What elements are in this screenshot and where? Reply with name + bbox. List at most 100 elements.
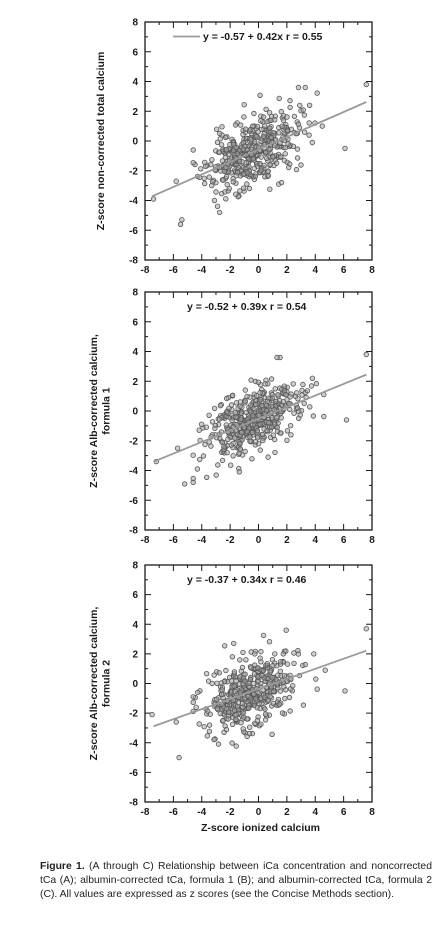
data-point xyxy=(294,155,301,161)
data-point xyxy=(255,689,261,696)
data-point xyxy=(270,662,276,669)
y-tick-label: 2 xyxy=(132,107,138,118)
data-point xyxy=(216,670,222,676)
data-point xyxy=(223,395,230,402)
data-point xyxy=(278,108,284,115)
caption-text: (A through C) Relationship between iCa c… xyxy=(40,861,432,901)
data-point xyxy=(283,627,289,633)
data-point xyxy=(276,701,283,708)
data-point xyxy=(223,173,230,180)
y-tick-label: 0 xyxy=(132,679,138,690)
data-point xyxy=(252,696,259,702)
x-tick-label: 2 xyxy=(284,265,290,276)
data-point xyxy=(247,126,254,133)
data-point xyxy=(267,125,273,131)
data-point xyxy=(250,156,256,162)
data-point xyxy=(260,133,267,140)
data-point xyxy=(218,142,225,148)
data-point xyxy=(202,441,208,448)
data-point xyxy=(240,726,246,732)
data-point xyxy=(223,196,229,202)
data-point xyxy=(287,97,293,104)
data-point xyxy=(280,117,287,124)
data-point xyxy=(300,107,306,113)
y-tick-label: 6 xyxy=(132,317,138,328)
data-point xyxy=(272,386,278,392)
data-point xyxy=(269,675,276,681)
data-point xyxy=(252,651,258,657)
data-point xyxy=(275,672,281,678)
data-point xyxy=(226,151,232,157)
regression-line xyxy=(153,649,367,728)
x-tick-label: -4 xyxy=(197,807,206,818)
data-point xyxy=(226,405,232,411)
data-point xyxy=(219,158,226,164)
data-point xyxy=(298,162,304,168)
data-point xyxy=(302,661,308,668)
data-point xyxy=(300,702,307,708)
data-point xyxy=(254,123,261,130)
data-point xyxy=(219,687,225,693)
data-point xyxy=(244,393,250,400)
data-point xyxy=(272,142,278,149)
data-point xyxy=(173,178,179,184)
data-point xyxy=(244,170,251,176)
data-point xyxy=(258,721,264,727)
data-point xyxy=(190,159,196,166)
data-point xyxy=(284,437,290,443)
data-point xyxy=(313,676,319,682)
data-point xyxy=(243,657,249,663)
data-point xyxy=(257,389,263,396)
data-point xyxy=(252,173,258,180)
data-point xyxy=(282,151,288,157)
x-tick-label: 4 xyxy=(312,535,318,546)
x-tick-label: -8 xyxy=(141,535,150,546)
data-point xyxy=(278,430,284,436)
data-point xyxy=(260,667,267,674)
data-point xyxy=(278,415,284,421)
data-point xyxy=(219,691,225,698)
data-point xyxy=(230,640,237,647)
figure-caption: Figure 1. (A through C) Relationship bet… xyxy=(40,860,432,902)
data-point xyxy=(205,678,212,684)
y-tick-label: -8 xyxy=(129,798,138,809)
data-point xyxy=(306,132,312,138)
y-axis-title-line: Z-score Alb-corrected calcium, xyxy=(88,334,100,488)
data-point xyxy=(209,419,216,425)
data-point xyxy=(247,438,253,444)
data-point xyxy=(310,413,316,419)
y-tick-label: -8 xyxy=(129,256,138,267)
data-point xyxy=(291,113,298,120)
data-point xyxy=(221,643,228,649)
y-tick-label: 8 xyxy=(132,561,138,572)
data-point xyxy=(294,390,300,396)
data-point xyxy=(201,180,208,187)
y-axis-title-line: formula 1 xyxy=(101,387,113,434)
data-point xyxy=(240,185,247,191)
data-point xyxy=(363,626,369,632)
data-point xyxy=(291,650,297,656)
y-tick-label: -2 xyxy=(129,436,138,447)
data-point xyxy=(276,95,282,102)
data-point xyxy=(299,387,305,394)
data-point xyxy=(214,705,220,712)
data-point xyxy=(287,104,293,111)
data-point xyxy=(265,454,271,460)
data-point xyxy=(241,114,247,120)
data-point xyxy=(240,131,246,138)
data-point xyxy=(302,84,308,91)
data-point xyxy=(286,164,292,171)
y-tick-label: -2 xyxy=(129,709,138,720)
scatter-panel-a: -8 -6 -4 -2 0 2 4 6 8 8 6 4 2 0 -2 -4 -6 -8 Z-score non-co… xyxy=(95,18,375,277)
data-point xyxy=(194,466,201,472)
data-point xyxy=(222,154,229,161)
data-point xyxy=(223,147,230,153)
data-point xyxy=(231,669,238,675)
x-tick-label: 0 xyxy=(256,807,262,818)
data-point xyxy=(229,392,236,398)
data-point xyxy=(276,130,282,136)
data-point xyxy=(248,665,254,671)
data-point xyxy=(215,462,221,468)
data-point xyxy=(262,123,268,129)
data-point xyxy=(257,397,264,403)
